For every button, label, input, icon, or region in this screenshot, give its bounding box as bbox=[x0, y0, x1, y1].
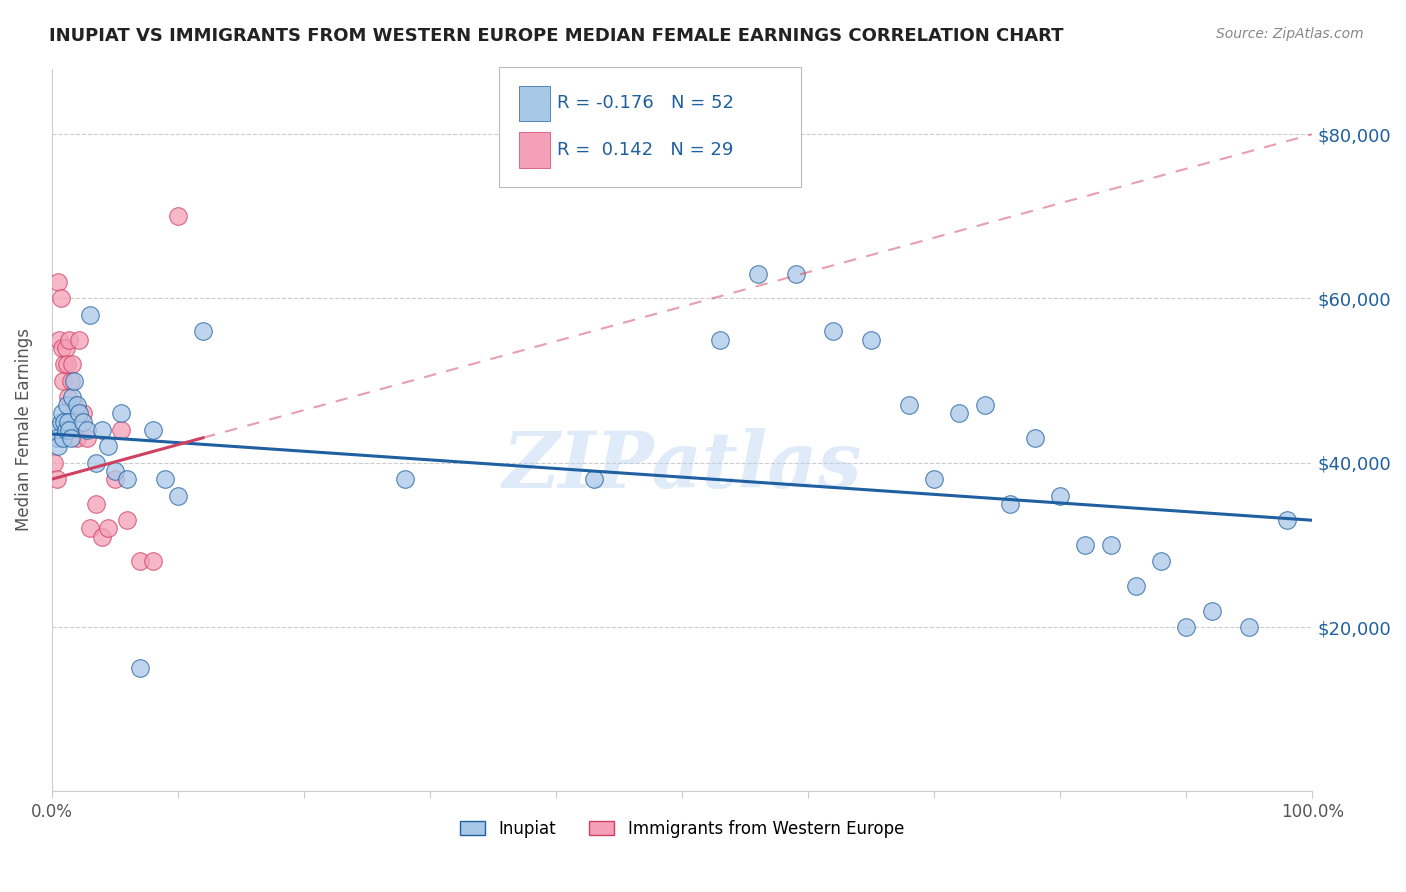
Point bbox=[166, 489, 188, 503]
Point bbox=[97, 521, 120, 535]
Point bbox=[394, 472, 416, 486]
Point bbox=[117, 472, 139, 486]
Point bbox=[79, 308, 101, 322]
Point bbox=[191, 324, 214, 338]
Legend: Inupiat, Immigrants from Western Europe: Inupiat, Immigrants from Western Europe bbox=[453, 813, 911, 845]
Point bbox=[58, 333, 80, 347]
Point bbox=[56, 390, 79, 404]
Point bbox=[69, 333, 91, 347]
Point bbox=[129, 661, 152, 675]
Point bbox=[84, 456, 107, 470]
Point bbox=[51, 341, 73, 355]
Point bbox=[49, 415, 72, 429]
Point bbox=[91, 423, 114, 437]
Point bbox=[582, 472, 605, 486]
Point bbox=[898, 398, 921, 412]
Point bbox=[973, 398, 995, 412]
Text: Source: ZipAtlas.com: Source: ZipAtlas.com bbox=[1216, 27, 1364, 41]
Point bbox=[117, 513, 139, 527]
Point bbox=[110, 407, 132, 421]
Point bbox=[63, 398, 86, 412]
Point bbox=[49, 292, 72, 306]
Point bbox=[860, 333, 883, 347]
Point bbox=[1049, 489, 1071, 503]
Point bbox=[155, 472, 177, 486]
Point bbox=[59, 431, 82, 445]
Point bbox=[56, 398, 79, 412]
Point bbox=[1125, 579, 1147, 593]
Text: R =  0.142   N = 29: R = 0.142 N = 29 bbox=[557, 141, 733, 159]
Point bbox=[79, 521, 101, 535]
Point bbox=[104, 464, 127, 478]
Point bbox=[785, 267, 807, 281]
Point bbox=[52, 374, 75, 388]
Point bbox=[59, 374, 82, 388]
Point bbox=[948, 407, 970, 421]
Point bbox=[91, 530, 114, 544]
Point bbox=[1275, 513, 1298, 527]
Text: ZIPatlas: ZIPatlas bbox=[502, 428, 862, 504]
Y-axis label: Median Female Earnings: Median Female Earnings bbox=[15, 328, 32, 532]
Point bbox=[76, 423, 98, 437]
Point bbox=[55, 423, 77, 437]
Point bbox=[823, 324, 845, 338]
Point bbox=[52, 431, 75, 445]
Point bbox=[44, 423, 66, 437]
Point bbox=[72, 415, 94, 429]
Point bbox=[1024, 431, 1046, 445]
Point bbox=[58, 423, 80, 437]
Point bbox=[709, 333, 731, 347]
Point bbox=[60, 390, 83, 404]
Point bbox=[142, 554, 165, 568]
Point bbox=[72, 407, 94, 421]
Point bbox=[63, 374, 86, 388]
Point bbox=[66, 398, 89, 412]
Text: R = -0.176   N = 52: R = -0.176 N = 52 bbox=[557, 95, 734, 112]
Point bbox=[84, 497, 107, 511]
Point bbox=[53, 357, 76, 371]
Point bbox=[48, 333, 70, 347]
Point bbox=[44, 456, 66, 470]
Point bbox=[46, 275, 69, 289]
Point bbox=[1074, 538, 1097, 552]
Point bbox=[53, 415, 76, 429]
Point bbox=[142, 423, 165, 437]
Point bbox=[56, 357, 79, 371]
Point bbox=[55, 341, 77, 355]
Point bbox=[51, 407, 73, 421]
Point bbox=[60, 357, 83, 371]
Point bbox=[69, 407, 91, 421]
Point bbox=[97, 439, 120, 453]
Text: INUPIAT VS IMMIGRANTS FROM WESTERN EUROPE MEDIAN FEMALE EARNINGS CORRELATION CHA: INUPIAT VS IMMIGRANTS FROM WESTERN EUROP… bbox=[49, 27, 1064, 45]
Point bbox=[922, 472, 945, 486]
Point bbox=[66, 431, 89, 445]
Point bbox=[1175, 620, 1198, 634]
Point bbox=[166, 210, 188, 224]
Point bbox=[1099, 538, 1122, 552]
Point bbox=[45, 431, 67, 445]
Point bbox=[76, 431, 98, 445]
Point bbox=[998, 497, 1021, 511]
Point bbox=[1239, 620, 1261, 634]
Point bbox=[56, 415, 79, 429]
Point bbox=[104, 472, 127, 486]
Point bbox=[46, 439, 69, 453]
Point bbox=[1150, 554, 1173, 568]
Point bbox=[45, 472, 67, 486]
Point bbox=[110, 423, 132, 437]
Point bbox=[129, 554, 152, 568]
Point bbox=[747, 267, 769, 281]
Point bbox=[1201, 604, 1223, 618]
